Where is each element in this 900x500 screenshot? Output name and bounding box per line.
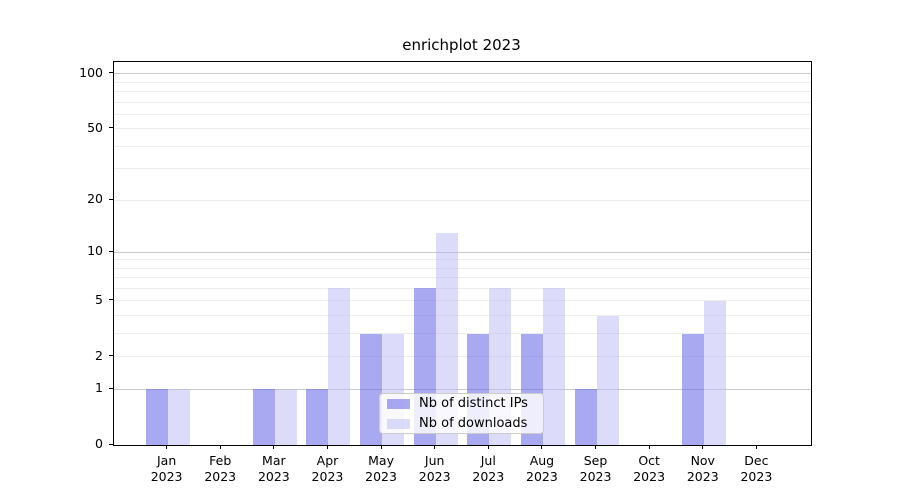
y-tick-label: 1 [95, 380, 103, 396]
chart-title: enrichplot 2023 [402, 36, 521, 54]
plot-area [113, 61, 812, 446]
y-tick-label: 50 [87, 119, 103, 135]
y-tick-mark [109, 355, 113, 357]
y-tick-label: 2 [95, 347, 103, 363]
gridline [114, 113, 811, 115]
legend-label-downloads: Nb of downloads [419, 416, 528, 431]
x-tick-mark [541, 445, 543, 449]
y-tick-mark [109, 198, 113, 200]
legend-swatch-downloads [387, 418, 410, 429]
y-tick-label: 10 [87, 243, 103, 259]
gridline [114, 73, 811, 75]
bar-distinct-ips [145, 389, 168, 445]
y-tick-label: 0 [95, 436, 103, 451]
x-tick-mark [595, 445, 597, 449]
bar-distinct-ips [360, 333, 383, 445]
legend: Nb of distinct IPs Nb of downloads [379, 393, 544, 434]
gridline [114, 315, 811, 317]
y-tick-mark [109, 72, 113, 74]
x-tick-label: Jun 2023 [418, 453, 451, 484]
x-tick-label: Aug 2023 [526, 453, 558, 484]
bar-distinct-ips [306, 389, 329, 445]
bar-distinct-ips [681, 333, 704, 445]
x-tick-label: Jul 2023 [472, 453, 505, 484]
gridline [114, 128, 811, 130]
gridline [114, 199, 811, 201]
bar-downloads [542, 288, 565, 445]
x-tick-mark [648, 445, 650, 449]
gridline [114, 277, 811, 279]
x-tick-label: Nov 2023 [686, 453, 719, 484]
legend-item-distinct-ips: Nb of distinct IPs [387, 396, 535, 411]
y-tick-mark [109, 387, 113, 389]
y-tick-label: 20 [87, 191, 103, 207]
bar-downloads [328, 288, 351, 445]
gridline [114, 267, 811, 269]
x-tick-mark [380, 445, 382, 449]
gridline [114, 259, 811, 261]
x-tick-label: Oct 2023 [633, 453, 666, 484]
x-tick-mark [219, 445, 221, 449]
y-tick-mark [109, 299, 113, 301]
bar-distinct-ips [252, 389, 275, 445]
x-tick-label: May 2023 [365, 453, 397, 484]
x-tick-mark [487, 445, 489, 449]
legend-swatch-distinct-ips [387, 398, 410, 409]
gridline [114, 300, 811, 302]
y-tick-mark [109, 250, 113, 252]
legend-item-downloads: Nb of downloads [387, 416, 535, 431]
x-tick-mark [702, 445, 704, 449]
bar-downloads [274, 389, 297, 445]
gridline [114, 333, 811, 334]
x-tick-label: Dec 2023 [740, 453, 773, 484]
x-tick-mark [273, 445, 275, 449]
y-tick-label: 5 [95, 291, 103, 307]
legend-label-distinct-ips: Nb of distinct IPs [419, 396, 528, 411]
bar-downloads [703, 300, 726, 445]
bar-downloads [435, 232, 458, 445]
gridline [114, 287, 811, 289]
x-tick-label: Feb 2023 [204, 453, 237, 484]
x-tick-mark [434, 445, 436, 449]
x-tick-label: Mar 2023 [257, 453, 290, 484]
gridline [114, 168, 811, 170]
gridline [114, 251, 811, 253]
gridline [114, 356, 811, 358]
x-tick-label: Jan 2023 [150, 453, 183, 484]
gridline [114, 91, 811, 93]
bar-distinct-ips [574, 389, 597, 445]
bar-downloads [596, 315, 619, 445]
x-tick-mark [755, 445, 757, 449]
gridline [114, 388, 811, 390]
x-tick-mark [166, 445, 168, 449]
gridline [114, 81, 811, 83]
gridline [114, 145, 811, 147]
y-tick-mark [109, 127, 113, 129]
y-tick-label: 100 [79, 64, 103, 80]
bar-downloads [167, 389, 190, 445]
x-tick-label: Sep 2023 [579, 453, 612, 484]
x-tick-label: Apr 2023 [311, 453, 344, 484]
y-tick-mark [109, 443, 113, 445]
gridline [114, 101, 811, 103]
x-tick-mark [326, 445, 328, 449]
